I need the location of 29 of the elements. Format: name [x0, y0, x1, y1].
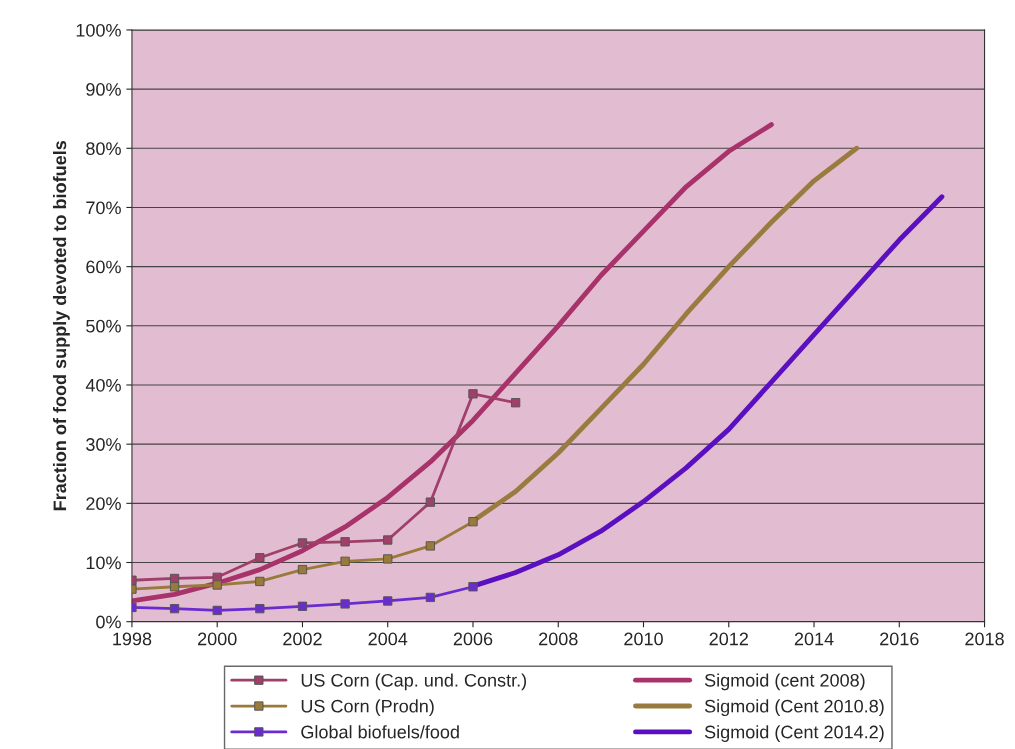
legend-label: US Corn (Prodn): [301, 699, 434, 717]
x-tick-label: 1998: [113, 632, 152, 646]
x-tick-label: 2014: [794, 632, 834, 646]
y-tick-label: 50%: [86, 319, 121, 333]
y-tick-label: 80%: [86, 142, 121, 156]
x-tick-label: 2006: [453, 632, 493, 646]
x-tick-label: 2010: [624, 632, 663, 646]
x-tick-label: 2016: [880, 632, 919, 646]
x-tick-label: 2012: [709, 632, 748, 646]
legend-label: Sigmoid (cent 2008): [704, 673, 865, 691]
y-tick-label: 0%: [96, 615, 121, 629]
x-tick-label: 2018: [965, 632, 1004, 646]
legend-label: Global biofuels/food: [301, 725, 459, 739]
y-axis-title: Fraction of food supply devoted to biofuels: [52, 140, 70, 511]
x-tick-label: 2004: [368, 632, 408, 646]
y-tick-label: 60%: [86, 260, 121, 274]
x-tick-label: 2000: [198, 632, 237, 646]
y-tick-label: 40%: [85, 378, 121, 392]
y-tick-label: 10%: [86, 556, 121, 570]
y-tick-label: 20%: [86, 497, 121, 511]
y-tick-label: 30%: [86, 438, 121, 451]
legend-label: Sigmoid (Cent 2014.2): [704, 725, 884, 742]
legend-label: Sigmoid (Cent 2010.8): [704, 699, 884, 717]
x-tick-label: 2002: [283, 632, 322, 646]
y-tick-label: 70%: [86, 201, 121, 215]
y-tick-label: 90%: [86, 83, 121, 96]
x-tick-label: 2008: [539, 632, 578, 646]
legend-label: US Corn (Cap. und. Constr.): [301, 673, 527, 691]
y-tick-label: 100%: [76, 23, 121, 37]
